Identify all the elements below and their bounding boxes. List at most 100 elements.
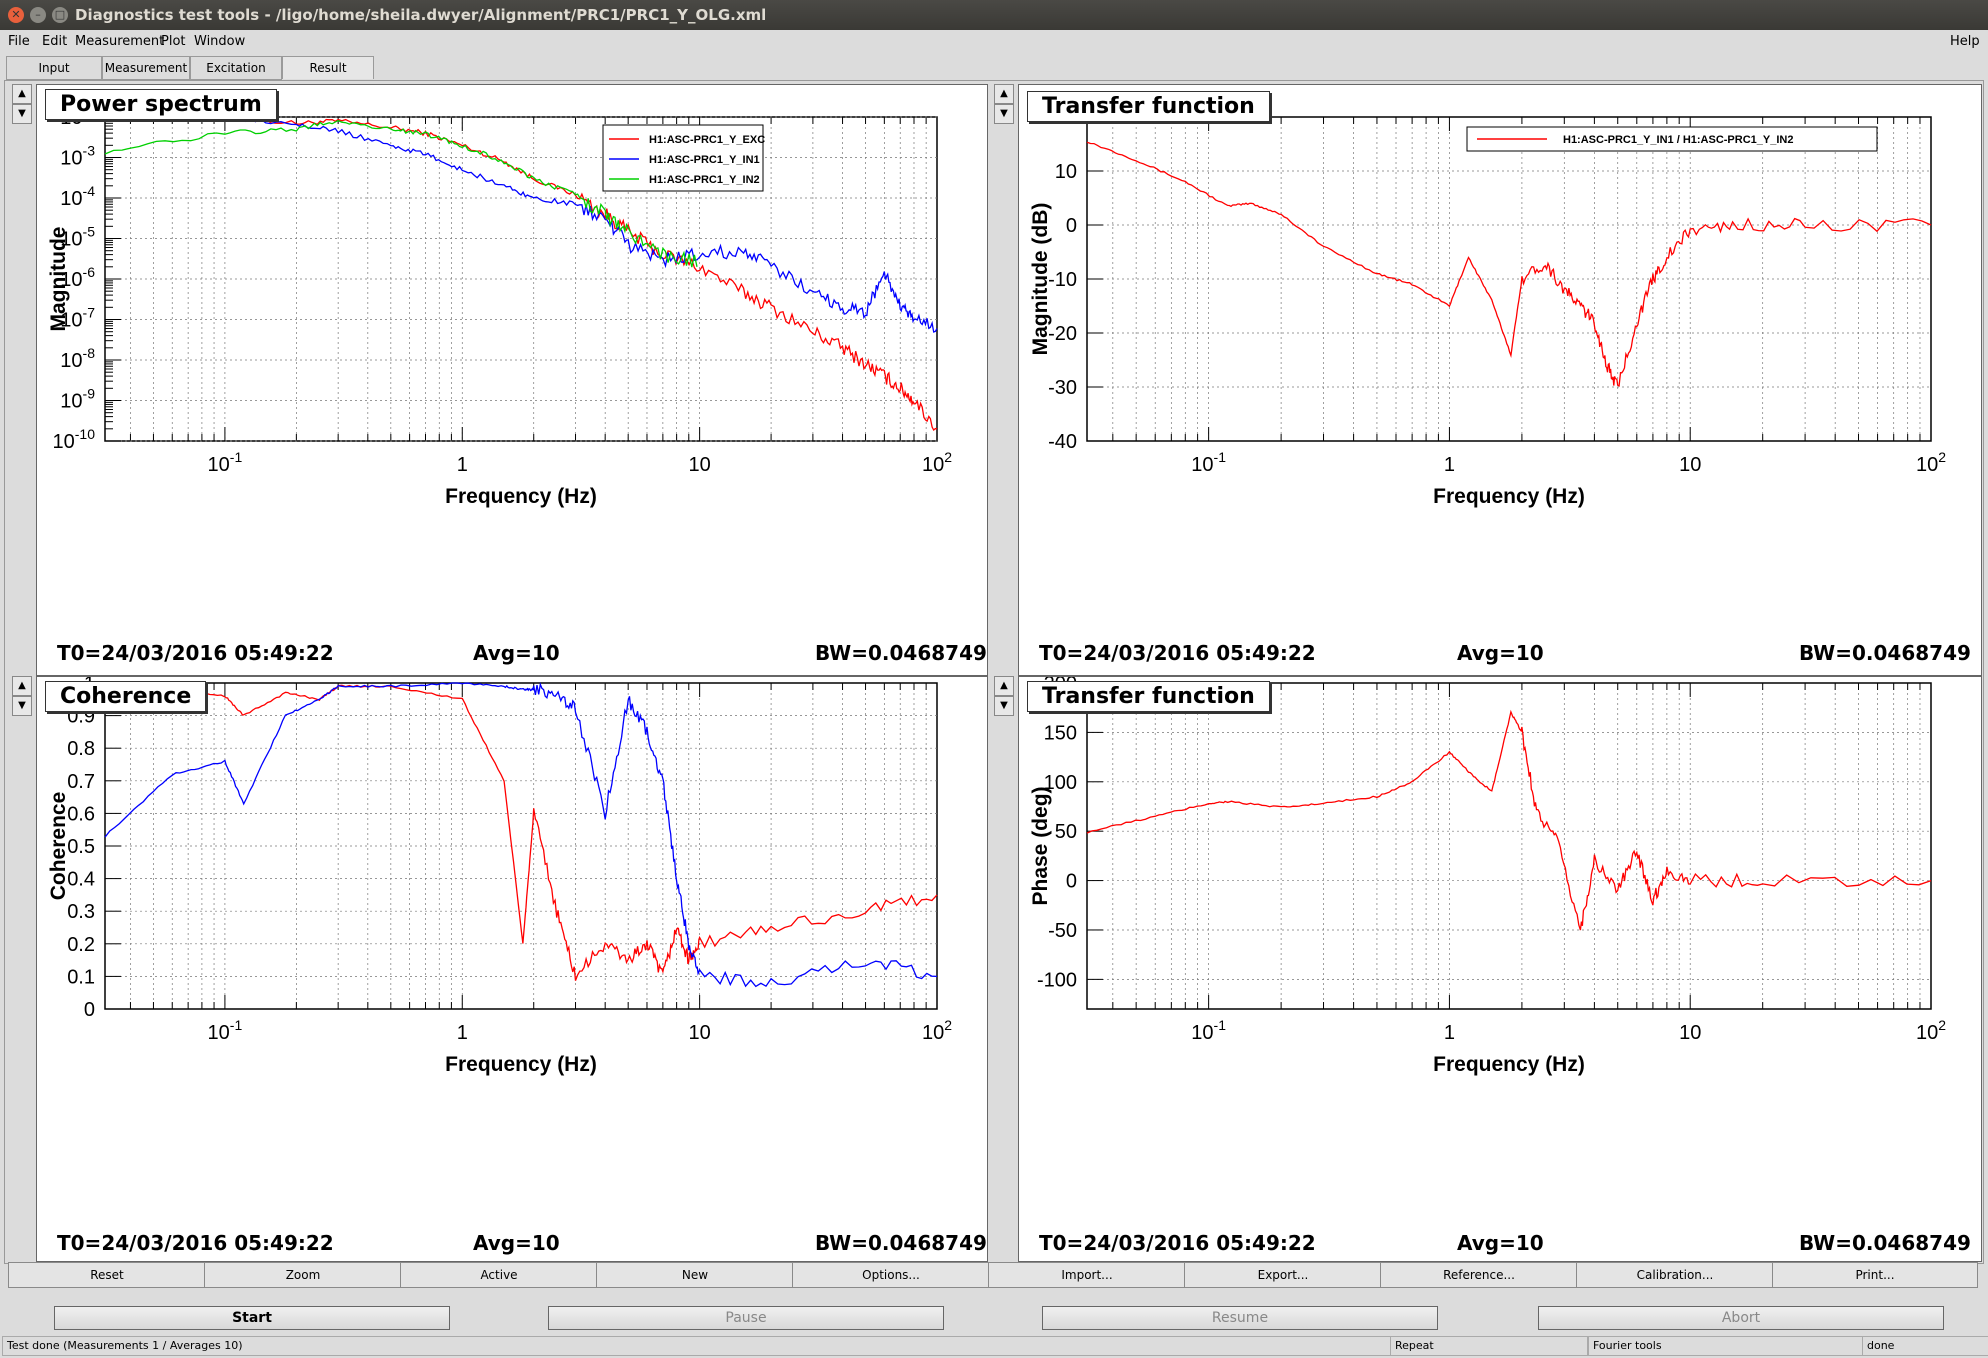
- bw-label: BW=0.0468749: [815, 641, 987, 665]
- legend-label: H1:ASC-PRC1_Y_IN1: [649, 154, 760, 166]
- menu-bar: File Edit Measurement Plot Window Help: [0, 30, 1988, 54]
- zoom-button[interactable]: Zoom: [204, 1262, 402, 1288]
- pad2-down-arrow-icon[interactable]: ▼: [994, 104, 1014, 124]
- panel-title: Power spectrum: [45, 89, 277, 120]
- power-spectrum-chart: 10-1 1 10 10210-1010-910-810-710-610-510-41…: [47, 102, 952, 508]
- t0-label: T0=24/03/2016 05:49:22: [1039, 1231, 1316, 1255]
- y-tick-label: 10-10: [53, 426, 96, 453]
- status-bar: Test done (Measurements 1 / Averages 10)…: [0, 1334, 1988, 1356]
- tab-excitation[interactable]: Excitation: [190, 56, 282, 80]
- minimize-window-icon[interactable]: –: [30, 7, 46, 23]
- series-line-H1:ASC-PRC1_Y_IN1: [104, 114, 938, 333]
- y-tick-label: 10-9: [60, 386, 95, 413]
- x-axis-title: Frequency (Hz): [445, 1053, 597, 1076]
- y-tick-label: 0: [1066, 215, 1077, 237]
- coherence-chart: 10-111010210.90.80.70.60.50.40.30.20.10F…: [47, 677, 952, 1076]
- calibration-button[interactable]: Calibration...: [1576, 1262, 1774, 1288]
- avg-label: Avg=10: [473, 641, 560, 665]
- x-tick-label: 10-1: [208, 1017, 243, 1044]
- t0-label: T0=24/03/2016 05:49:22: [1039, 641, 1316, 665]
- pad2-up-arrow-icon[interactable]: ▲: [994, 84, 1014, 104]
- y-tick-label: 50: [1055, 821, 1077, 843]
- y-tick-label: -10: [1048, 269, 1077, 291]
- resume-button[interactable]: Resume: [1042, 1306, 1438, 1330]
- pad1-down-arrow-icon[interactable]: ▼: [12, 104, 32, 124]
- legend-box: [602, 124, 764, 192]
- tab-result[interactable]: Result: [282, 56, 374, 79]
- menu-window[interactable]: Window: [194, 34, 246, 49]
- window-titlebar: ✕ – □ Diagnostics test tools - /ligo/hom…: [0, 0, 1988, 30]
- y-tick-label: 0.7: [67, 771, 95, 793]
- series-line-H1:ASC-PRC1_Y_IN2: [104, 119, 698, 268]
- x-tick-label: 10: [689, 454, 711, 476]
- reference-button[interactable]: Reference...: [1380, 1262, 1578, 1288]
- panel-title: Transfer function: [1027, 91, 1270, 122]
- y-tick-label: 0.5: [67, 836, 95, 858]
- x-tick-label: 10-1: [1191, 449, 1226, 476]
- panel-title: Coherence: [45, 681, 207, 712]
- x-tick-label: 10: [689, 1022, 711, 1044]
- pad4-up-arrow-icon[interactable]: ▲: [994, 676, 1014, 696]
- print-button[interactable]: Print...: [1772, 1262, 1978, 1288]
- x-tick-label: 102: [1916, 449, 1946, 476]
- new-button[interactable]: New: [596, 1262, 794, 1288]
- legend-label: H1:ASC-PRC1_Y_IN1 / H1:ASC-PRC1_Y_IN2: [1563, 134, 1793, 146]
- start-button[interactable]: Start: [54, 1306, 450, 1330]
- y-tick-label: -30: [1048, 377, 1077, 399]
- menu-measurement[interactable]: Measurement: [75, 34, 165, 49]
- options-button[interactable]: Options...: [792, 1262, 990, 1288]
- y-tick-label: 0.4: [67, 869, 95, 891]
- status-repeat: Repeat: [1390, 1336, 1588, 1356]
- import-button[interactable]: Import...: [988, 1262, 1186, 1288]
- menu-edit[interactable]: Edit: [42, 34, 68, 49]
- close-window-icon[interactable]: ✕: [8, 7, 24, 23]
- pad3-up-arrow-icon[interactable]: ▲: [12, 676, 32, 696]
- menu-help[interactable]: Help: [1950, 34, 1980, 49]
- y-tick-label: 10-8: [60, 345, 95, 372]
- menu-file[interactable]: File: [8, 34, 30, 49]
- series-line-H1:ASC-PRC1_Y_IN1 / H1:ASC-PRC1_Y_IN2: [1086, 709, 1932, 931]
- export-button[interactable]: Export...: [1184, 1262, 1382, 1288]
- x-grid: [130, 683, 927, 1009]
- tab-measurement[interactable]: Measurement: [102, 56, 190, 80]
- x-tick-label: 10: [1679, 454, 1701, 476]
- y-tick-label: 0.6: [67, 803, 95, 825]
- y-tick-label: 0.8: [67, 738, 95, 760]
- y-axis-title: Coherence: [47, 792, 70, 901]
- y-tick-label: 100: [1044, 772, 1077, 794]
- abort-button[interactable]: Abort: [1538, 1306, 1944, 1330]
- bw-label: BW=0.0468749: [815, 1231, 987, 1255]
- x-grid: [1112, 683, 1921, 1009]
- x-tick-label: 1: [457, 1022, 468, 1044]
- pad1-up-arrow-icon[interactable]: ▲: [12, 84, 32, 104]
- tab-input[interactable]: Input: [6, 56, 102, 80]
- y-tick-label: 0.3: [67, 901, 95, 923]
- y-tick-label: -100: [1037, 969, 1077, 991]
- avg-label: Avg=10: [1457, 641, 1544, 665]
- x-tick-label: 1: [1444, 1022, 1455, 1044]
- window-title: Diagnostics test tools - /ligo/home/shei…: [75, 6, 767, 24]
- x-tick-label: 1: [1444, 454, 1455, 476]
- y-tick-label: 10-3: [60, 143, 95, 170]
- pad4-down-arrow-icon[interactable]: ▼: [994, 696, 1014, 716]
- x-tick-label: 10-1: [1191, 1017, 1226, 1044]
- menu-plot[interactable]: Plot: [161, 34, 186, 49]
- y-axis-title: Magnitude: [47, 227, 70, 332]
- pause-button[interactable]: Pause: [548, 1306, 944, 1330]
- series-line-H1:ASC-PRC1_Y_IN1 / H1:ASC-PRC1_Y_IN2: [1086, 141, 1932, 387]
- coherence-pad[interactable]: 10-111010210.90.80.70.60.50.40.30.20.10F…: [36, 676, 988, 1262]
- y-tick-label: -50: [1048, 920, 1077, 942]
- power-spectrum-pad[interactable]: 10-1 1 10 102 10-10 10-9 10-8 10-7 10-6 10-5 10-4 1…: [36, 84, 988, 676]
- reset-button[interactable]: Reset: [8, 1262, 206, 1288]
- legend-label: H1:ASC-PRC1_Y_IN2: [649, 174, 760, 186]
- pad3-down-arrow-icon[interactable]: ▼: [12, 696, 32, 716]
- maximize-window-icon[interactable]: □: [52, 7, 68, 23]
- active-button[interactable]: Active: [400, 1262, 598, 1288]
- t0-label: T0=24/03/2016 05:49:22: [57, 1231, 334, 1255]
- y-tick-label: -20: [1048, 323, 1077, 345]
- series-line-H1:ASC-PRC1_Y_EXC: [104, 114, 938, 432]
- y-tick-label: 10-4: [60, 183, 95, 210]
